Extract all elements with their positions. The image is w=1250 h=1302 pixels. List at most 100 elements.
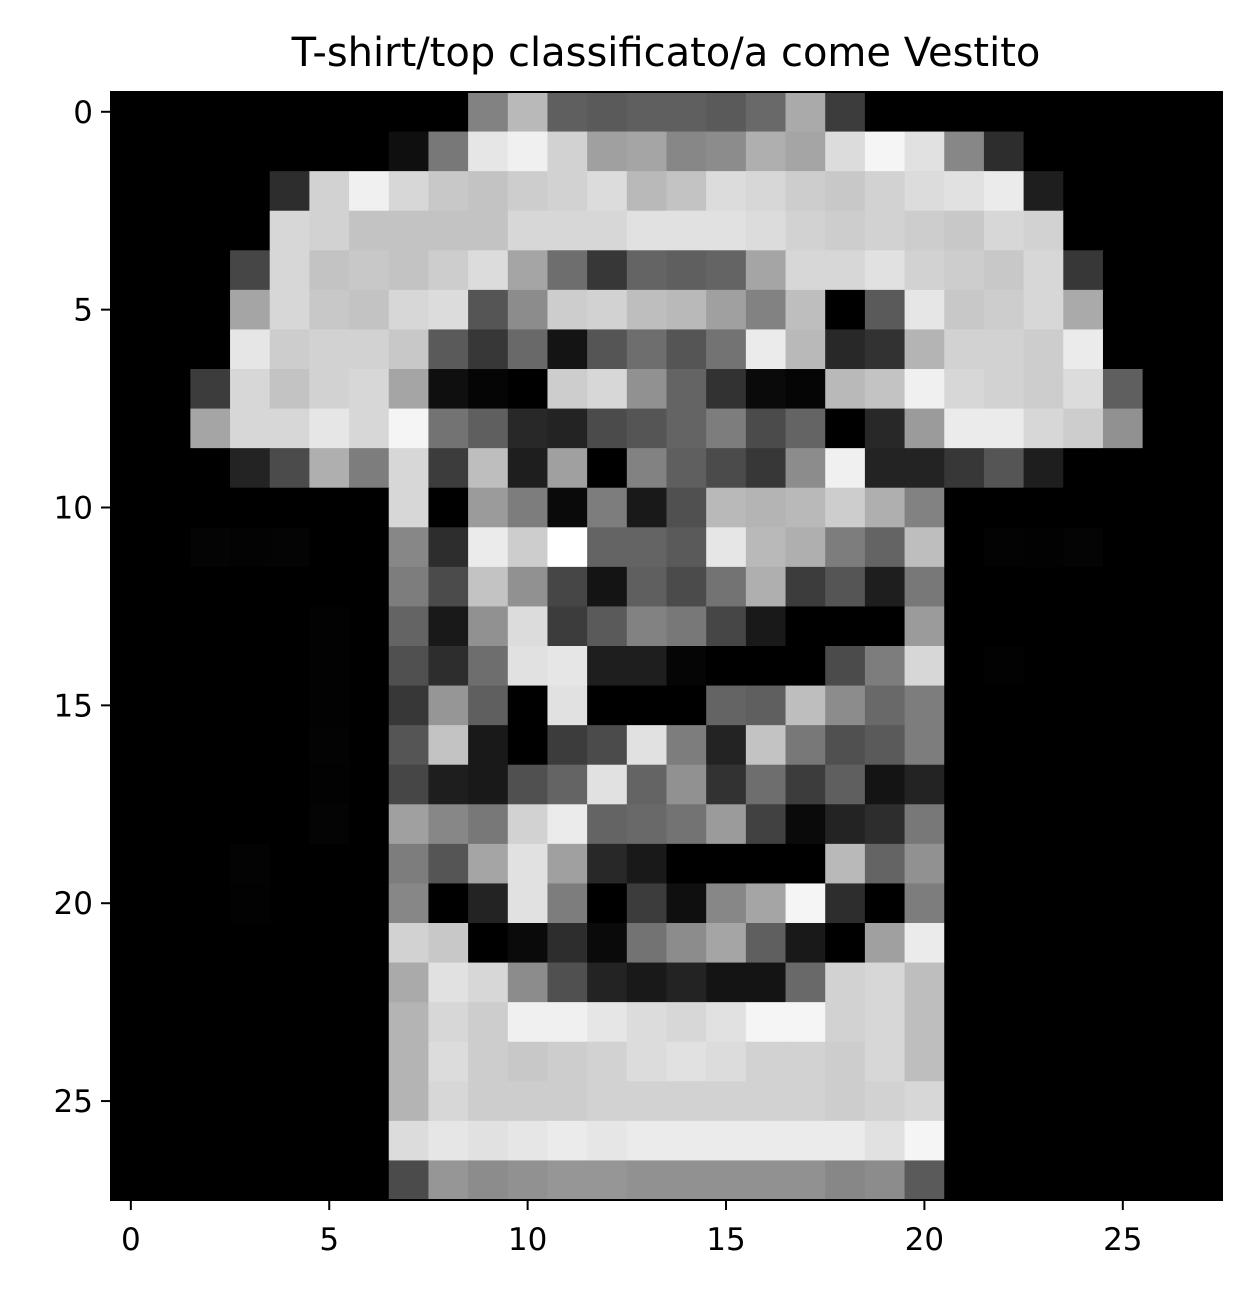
pixel-cell	[111, 448, 152, 489]
pixel-cell	[230, 646, 271, 687]
pixel-cell	[468, 843, 509, 885]
pixel-cell	[1142, 527, 1183, 568]
pixel-cell	[547, 923, 588, 964]
pixel-cell	[1023, 725, 1064, 766]
pixel-cell	[1063, 92, 1104, 133]
pixel-cell	[230, 171, 271, 212]
pixel-cell	[785, 566, 826, 608]
pixel-cell	[190, 448, 231, 489]
pixel-cell	[1023, 448, 1064, 489]
pixel-cell	[825, 408, 866, 449]
pixel-cell	[1023, 1002, 1064, 1043]
pixel-cell	[111, 1002, 152, 1043]
pixel-cell	[944, 448, 985, 489]
pixel-cell	[111, 210, 152, 251]
pixel-cell	[1023, 685, 1064, 726]
pixel-cell	[468, 1041, 509, 1082]
pixel-cell	[309, 685, 350, 726]
pixel-cell	[428, 408, 469, 449]
pixel-cell	[309, 250, 350, 291]
pixel-cell	[1142, 883, 1183, 924]
pixel-cell	[706, 487, 747, 528]
pixel-cell	[269, 685, 310, 726]
pixel-cell	[864, 131, 906, 172]
pixel-cell	[190, 843, 231, 885]
pixel-cell	[150, 210, 191, 251]
pixel-cell	[269, 566, 310, 608]
pixel-cell	[309, 1041, 350, 1082]
pixel-cell	[1142, 131, 1183, 172]
pixel-cell	[150, 1002, 191, 1043]
pixel-cell	[349, 250, 390, 291]
pixel-cell	[111, 923, 152, 964]
pixel-cell	[1102, 962, 1144, 1003]
pixel-cell	[944, 329, 985, 370]
pixel-cell	[309, 804, 350, 845]
pixel-cell	[1023, 764, 1064, 805]
pixel-cell	[1182, 408, 1223, 449]
pixel-cell	[1102, 1120, 1144, 1162]
pixel-cell	[706, 764, 747, 805]
pixel-cell	[1102, 527, 1144, 568]
pixel-cell	[1182, 843, 1223, 885]
pixel-cell	[864, 369, 906, 410]
pixel-cell	[428, 566, 469, 608]
pixel-cell	[745, 408, 787, 449]
x-tick-label: 10	[508, 1222, 547, 1258]
pixel-cell	[626, 566, 668, 608]
pixel-cell	[1102, 923, 1144, 964]
pixel-cell	[428, 883, 469, 924]
pixel-cell	[230, 250, 271, 291]
pixel-cell	[944, 725, 985, 766]
pixel-cell	[864, 1160, 906, 1201]
pixel-cell	[1142, 250, 1183, 291]
pixel-cell	[706, 566, 747, 608]
pixel-cell	[547, 804, 588, 845]
pixel-cell	[349, 1002, 390, 1043]
pixel-cell	[190, 923, 231, 964]
pixel-cell	[745, 131, 787, 172]
pixel-cell	[944, 843, 985, 885]
pixel-cell	[1023, 923, 1064, 964]
pixel-cell	[111, 566, 152, 608]
pixel-cell	[1063, 250, 1104, 291]
pixel-cell	[468, 487, 509, 528]
pixel-cell	[468, 448, 509, 489]
pixel-cell	[706, 369, 747, 410]
pixel-cell	[1182, 1160, 1223, 1201]
pixel-cell	[309, 883, 350, 924]
pixel-cell	[547, 764, 588, 805]
pixel-cell	[1063, 1120, 1104, 1162]
pixel-cell	[587, 487, 628, 528]
pixel-cell	[150, 962, 191, 1003]
pixel-cell	[349, 962, 390, 1003]
pixel-cell	[309, 131, 350, 172]
pixel-cell	[1102, 804, 1144, 845]
pixel-cell	[230, 923, 271, 964]
pixel-cell	[1102, 1041, 1144, 1082]
pixel-cell	[1063, 804, 1104, 845]
pixel-cell	[309, 646, 350, 687]
pixel-cell	[1142, 646, 1183, 687]
pixel-cell	[983, 171, 1025, 212]
pixel-cell	[269, 764, 310, 805]
pixel-cell	[1063, 408, 1104, 449]
pixel-cell	[428, 1160, 469, 1201]
pixel-cell	[1182, 923, 1223, 964]
pixel-cell	[587, 923, 628, 964]
pixel-cell	[507, 646, 549, 687]
pixel-cell	[1023, 408, 1064, 449]
pixel-cell	[825, 487, 866, 528]
pixel-cell	[230, 1081, 271, 1122]
pixel-cell	[745, 1081, 787, 1122]
pixel-cell	[666, 923, 707, 964]
pixel-cell	[706, 646, 747, 687]
pixel-cell	[864, 408, 906, 449]
pixel-cell	[1063, 883, 1104, 924]
pixel-cell	[626, 92, 668, 133]
pixel-cell	[825, 1120, 866, 1162]
pixel-cell	[785, 1002, 826, 1043]
pixel-cell	[111, 92, 152, 133]
pixel-cell	[864, 685, 906, 726]
pixel-cell	[388, 210, 430, 251]
